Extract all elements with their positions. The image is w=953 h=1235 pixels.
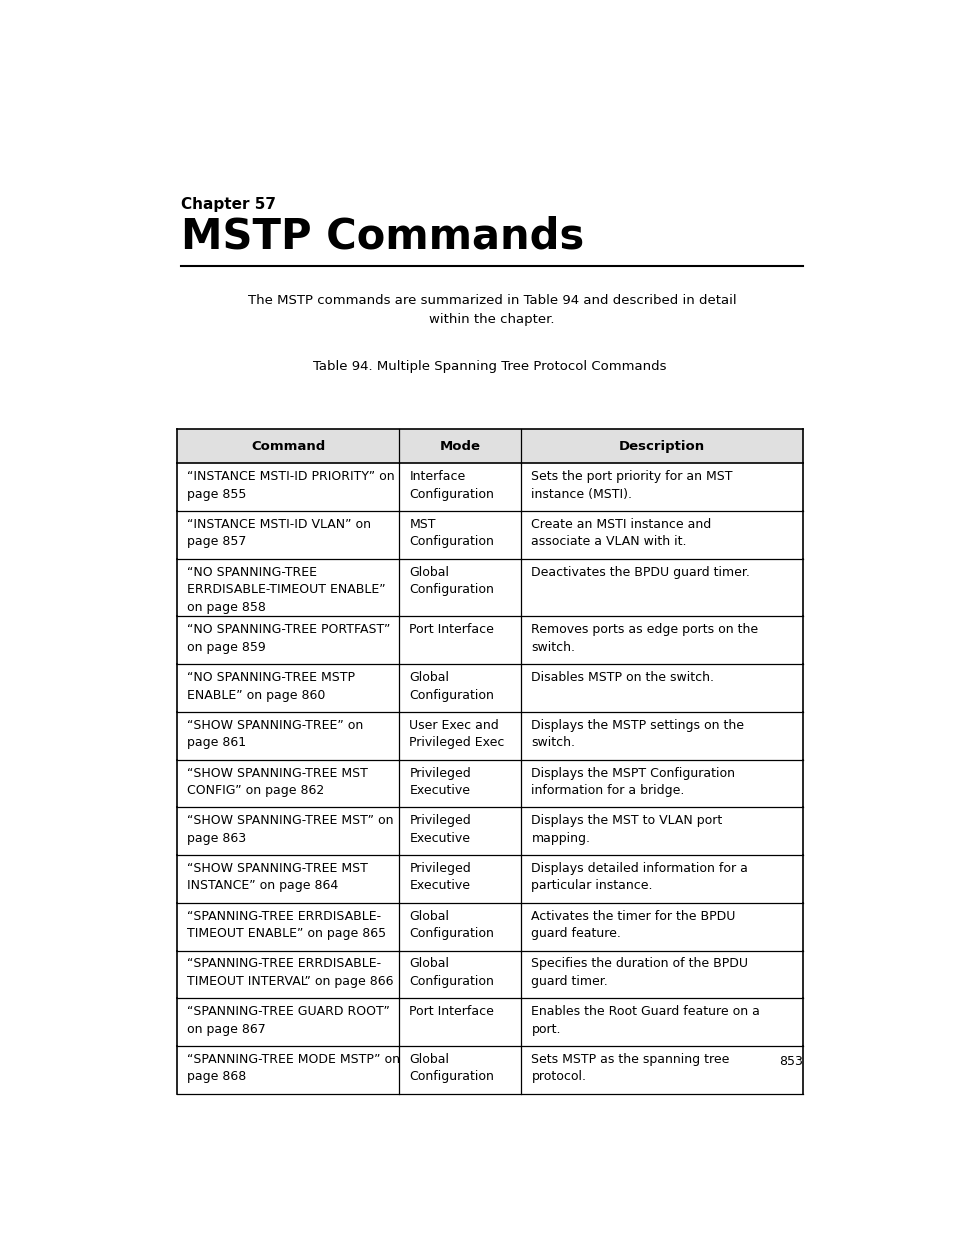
Text: Interface
Configuration: Interface Configuration	[409, 471, 494, 500]
Bar	[177, 855, 802, 903]
Bar	[177, 808, 802, 855]
Text: Global
Configuration: Global Configuration	[409, 957, 494, 988]
Text: User Exec and
Privileged Exec: User Exec and Privileged Exec	[409, 719, 504, 750]
Text: MSTP Commands: MSTP Commands	[181, 216, 584, 258]
Text: The MSTP commands are summarized in Table 94 and described in detail
within the : The MSTP commands are summarized in Tabl…	[248, 294, 736, 326]
Text: Description: Description	[618, 440, 704, 453]
Text: Enables the Root Guard feature on a
port.: Enables the Root Guard feature on a port…	[531, 1005, 760, 1036]
Text: Port Interface: Port Interface	[409, 624, 494, 636]
Text: Sets MSTP as the spanning tree
protocol.: Sets MSTP as the spanning tree protocol.	[531, 1053, 729, 1083]
Text: Displays detailed information for a
particular instance.: Displays detailed information for a part…	[531, 862, 747, 893]
Text: Removes ports as edge ports on the
switch.: Removes ports as edge ports on the switc…	[531, 624, 758, 653]
Bar	[177, 430, 802, 463]
Text: “SPANNING-TREE GUARD ROOT”
on page 867: “SPANNING-TREE GUARD ROOT” on page 867	[187, 1005, 390, 1036]
Text: Table 94. Multiple Spanning Tree Protocol Commands: Table 94. Multiple Spanning Tree Protoco…	[313, 359, 666, 373]
Text: Global
Configuration: Global Configuration	[409, 671, 494, 701]
Text: Chapter 57: Chapter 57	[181, 196, 276, 211]
Text: Create an MSTI instance and
associate a VLAN with it.: Create an MSTI instance and associate a …	[531, 517, 711, 548]
Bar	[177, 558, 802, 616]
Text: “SPANNING-TREE ERRDISABLE-
TIMEOUT ENABLE” on page 865: “SPANNING-TREE ERRDISABLE- TIMEOUT ENABL…	[187, 910, 386, 940]
Text: “SHOW SPANNING-TREE” on
page 861: “SHOW SPANNING-TREE” on page 861	[187, 719, 363, 750]
Text: Activates the timer for the BPDU
guard feature.: Activates the timer for the BPDU guard f…	[531, 910, 735, 940]
Text: “INSTANCE MSTI-ID PRIORITY” on
page 855: “INSTANCE MSTI-ID PRIORITY” on page 855	[187, 471, 395, 500]
Text: Displays the MST to VLAN port
mapping.: Displays the MST to VLAN port mapping.	[531, 814, 722, 845]
Bar	[177, 998, 802, 1046]
Text: Privileged
Executive: Privileged Executive	[409, 814, 471, 845]
Text: “SHOW SPANNING-TREE MST” on
page 863: “SHOW SPANNING-TREE MST” on page 863	[187, 814, 394, 845]
Text: “SHOW SPANNING-TREE MST
INSTANCE” on page 864: “SHOW SPANNING-TREE MST INSTANCE” on pag…	[187, 862, 368, 893]
Text: Global
Configuration: Global Configuration	[409, 1053, 494, 1083]
Text: Disables MSTP on the switch.: Disables MSTP on the switch.	[531, 671, 714, 684]
Text: Global
Configuration: Global Configuration	[409, 566, 494, 597]
Text: Port Interface: Port Interface	[409, 1005, 494, 1018]
Text: Deactivates the BPDU guard timer.: Deactivates the BPDU guard timer.	[531, 566, 749, 578]
Text: Displays the MSTP settings on the
switch.: Displays the MSTP settings on the switch…	[531, 719, 743, 750]
Text: Command: Command	[251, 440, 325, 453]
Text: Mode: Mode	[439, 440, 480, 453]
Text: “INSTANCE MSTI-ID VLAN” on
page 857: “INSTANCE MSTI-ID VLAN” on page 857	[187, 517, 371, 548]
Text: Privileged
Executive: Privileged Executive	[409, 862, 471, 893]
Text: Privileged
Executive: Privileged Executive	[409, 767, 471, 797]
Text: “NO SPANNING-TREE MSTP
ENABLE” on page 860: “NO SPANNING-TREE MSTP ENABLE” on page 8…	[187, 671, 355, 701]
Text: MST
Configuration: MST Configuration	[409, 517, 494, 548]
Text: “SPANNING-TREE MODE MSTP” on
page 868: “SPANNING-TREE MODE MSTP” on page 868	[187, 1053, 400, 1083]
Bar	[177, 664, 802, 711]
Text: “NO SPANNING-TREE
ERRDISABLE-TIMEOUT ENABLE”
on page 858: “NO SPANNING-TREE ERRDISABLE-TIMEOUT ENA…	[187, 566, 386, 614]
Text: Sets the port priority for an MST
instance (MSTI).: Sets the port priority for an MST instan…	[531, 471, 732, 500]
Text: Specifies the duration of the BPDU
guard timer.: Specifies the duration of the BPDU guard…	[531, 957, 748, 988]
Bar	[177, 951, 802, 998]
Bar	[177, 903, 802, 951]
Bar	[177, 1046, 802, 1094]
Bar	[177, 616, 802, 664]
Text: Global
Configuration: Global Configuration	[409, 910, 494, 940]
Text: “SPANNING-TREE ERRDISABLE-
TIMEOUT INTERVAL” on page 866: “SPANNING-TREE ERRDISABLE- TIMEOUT INTER…	[187, 957, 394, 988]
Bar	[177, 511, 802, 558]
Bar	[177, 711, 802, 760]
Bar	[177, 463, 802, 511]
Text: “NO SPANNING-TREE PORTFAST”
on page 859: “NO SPANNING-TREE PORTFAST” on page 859	[187, 624, 391, 653]
Text: “SHOW SPANNING-TREE MST
CONFIG” on page 862: “SHOW SPANNING-TREE MST CONFIG” on page …	[187, 767, 368, 797]
Bar	[177, 760, 802, 808]
Text: Displays the MSPT Configuration
information for a bridge.: Displays the MSPT Configuration informat…	[531, 767, 735, 797]
Text: 853: 853	[778, 1056, 802, 1068]
